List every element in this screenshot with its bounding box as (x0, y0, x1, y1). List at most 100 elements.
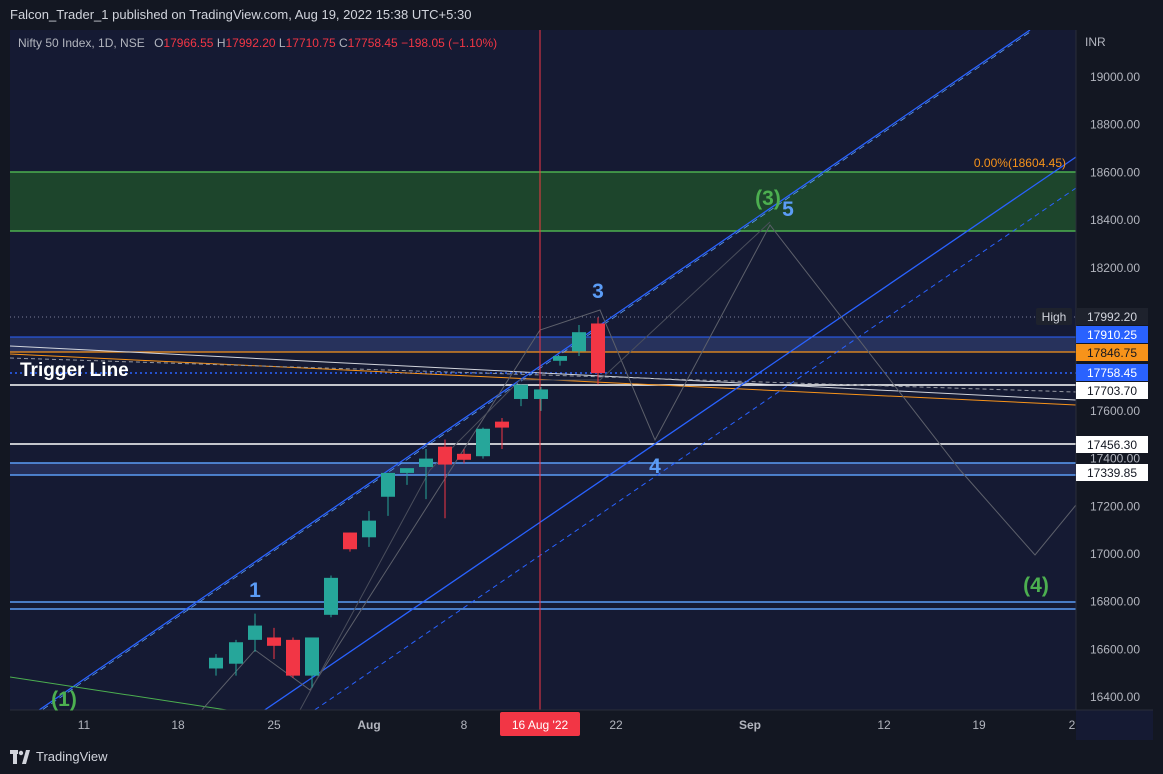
candle-body (229, 642, 243, 664)
high-label: H (216, 36, 226, 50)
brand-name: TradingView (36, 749, 108, 764)
candle-body (572, 332, 586, 352)
candle-body (438, 446, 452, 465)
time-tick-label: 2 (1069, 718, 1076, 732)
price-label: 17758.45 (1087, 366, 1137, 380)
candle-body (457, 453, 471, 460)
time-axis-ticks: 11 18 25 Aug 8 16 Aug '22 22 Sep 12 19 2 (78, 712, 1076, 736)
wave-annotations: Trigger Line (3) 5 3 4 1 (4) (1) (20, 187, 1049, 711)
footer-bar: TradingView (0, 740, 1163, 774)
wave-label: (4) (1023, 574, 1049, 597)
candles-group (209, 317, 605, 688)
candle-body (514, 384, 528, 399)
high-value: 17992.20 (225, 36, 276, 50)
price-tick-label: 18200.00 (1090, 261, 1140, 275)
publish-text: Falcon_Trader_1 published on TradingView… (10, 7, 472, 22)
candle-body (495, 421, 509, 428)
low-value: 17710.75 (285, 36, 336, 50)
publish-header: Falcon_Trader_1 published on TradingView… (0, 0, 1163, 30)
date-cursor-label: 16 Aug '22 (512, 718, 569, 732)
price-label: 17456.30 (1087, 438, 1137, 452)
wave-1-line (10, 676, 231, 710)
candle-body (324, 577, 338, 615)
wave-projection-path-2 (299, 221, 771, 710)
wave-label: 1 (249, 579, 261, 602)
candle-body (400, 468, 414, 473)
time-tick-label: 18 (171, 718, 185, 732)
channel-lower (263, 156, 1076, 710)
close-value: 17758.45 (347, 36, 398, 50)
price-tick-label: 19000.00 (1090, 70, 1140, 84)
time-tick-label: 8 (461, 718, 468, 732)
close-label: C (339, 36, 348, 50)
candle-body (591, 323, 605, 374)
price-tick-label: 17000.00 (1090, 547, 1140, 561)
price-label: 17703.70 (1087, 384, 1137, 398)
price-axis-ticks: 16400.00 16600.00 16800.00 17000.00 17200.00… (1090, 70, 1140, 704)
candle-body (553, 356, 567, 361)
candle-body (381, 472, 395, 497)
price-label-bg (1076, 364, 1148, 381)
price-tick-label: 17400.00 (1090, 452, 1140, 466)
tradingview-logo-icon (10, 749, 30, 764)
time-tick-label: 22 (609, 718, 623, 732)
wave-label: Trigger Line (20, 360, 129, 381)
trigger-line-dashed (10, 357, 1076, 393)
time-tick-label: 25 (267, 718, 281, 732)
target-zone (10, 172, 1076, 231)
price-tick-label: 17200.00 (1090, 499, 1140, 513)
candle-body (419, 458, 433, 467)
price-label-bg (1076, 308, 1148, 325)
date-cursor-badge (500, 712, 580, 736)
candle-body (286, 639, 300, 676)
price-tick-label: 17600.00 (1090, 404, 1140, 418)
wave-label: (1) (51, 688, 77, 711)
wave-label: 4 (649, 455, 661, 478)
price-labels: High 17992.20 17910.25 17846.75 17758.45 1770… (1036, 308, 1148, 481)
price-label: 17910.25 (1087, 328, 1137, 342)
wave-label: (3) (755, 187, 781, 210)
price-label: 17992.20 (1087, 310, 1137, 324)
time-tick-label: 12 (877, 718, 891, 732)
price-tick-label: 18400.00 (1090, 213, 1140, 227)
price-label-bg (1076, 344, 1148, 361)
change-value: −198.05 (−1.10%) (401, 36, 498, 50)
price-tick-label: 16400.00 (1090, 690, 1140, 704)
price-label-bg (1076, 326, 1148, 343)
candle-body (209, 657, 223, 669)
candle-body (267, 637, 281, 646)
price-tick-label: 16600.00 (1090, 642, 1140, 656)
price-label: 17339.85 (1087, 466, 1137, 480)
tradingview-logo[interactable]: TradingView (10, 749, 108, 764)
wave-projection-path (201, 224, 1076, 710)
candle-body (305, 637, 319, 676)
wave-label: 5 (782, 198, 794, 221)
candle-body (362, 520, 376, 538)
price-label-bg (1076, 436, 1148, 453)
currency-label: INR (1085, 35, 1106, 49)
wave-label: 3 (592, 280, 604, 303)
time-tick-label: 19 (972, 718, 986, 732)
channel-lower-dashed (313, 187, 1076, 710)
time-tick-label: Sep (739, 718, 761, 732)
support-band (10, 463, 1076, 475)
price-tick-label: 18600.00 (1090, 165, 1140, 179)
candle-body (534, 389, 548, 399)
low-label: L (278, 36, 286, 50)
time-tick-label: Aug (357, 718, 380, 732)
candle-body (248, 625, 262, 640)
resistance-band (10, 337, 1076, 352)
channel-upper-dashed (41, 31, 1031, 710)
open-label: O (154, 36, 164, 50)
candle-body (343, 532, 357, 550)
time-tick-label: 11 (78, 718, 91, 732)
symbol-legend[interactable]: Nifty 50 Index, 1D, NSE O17966.55 H17992… (18, 36, 497, 50)
candle-body (476, 428, 490, 457)
price-label-bg (1076, 464, 1148, 481)
price-tick-label: 16800.00 (1090, 595, 1140, 609)
high-tag-bg (1036, 308, 1072, 325)
fib-label: 0.00%(18604.45) (974, 156, 1066, 170)
symbol-name: Nifty 50 Index, 1D, NSE (18, 36, 145, 50)
price-label: 17846.75 (1087, 346, 1137, 360)
